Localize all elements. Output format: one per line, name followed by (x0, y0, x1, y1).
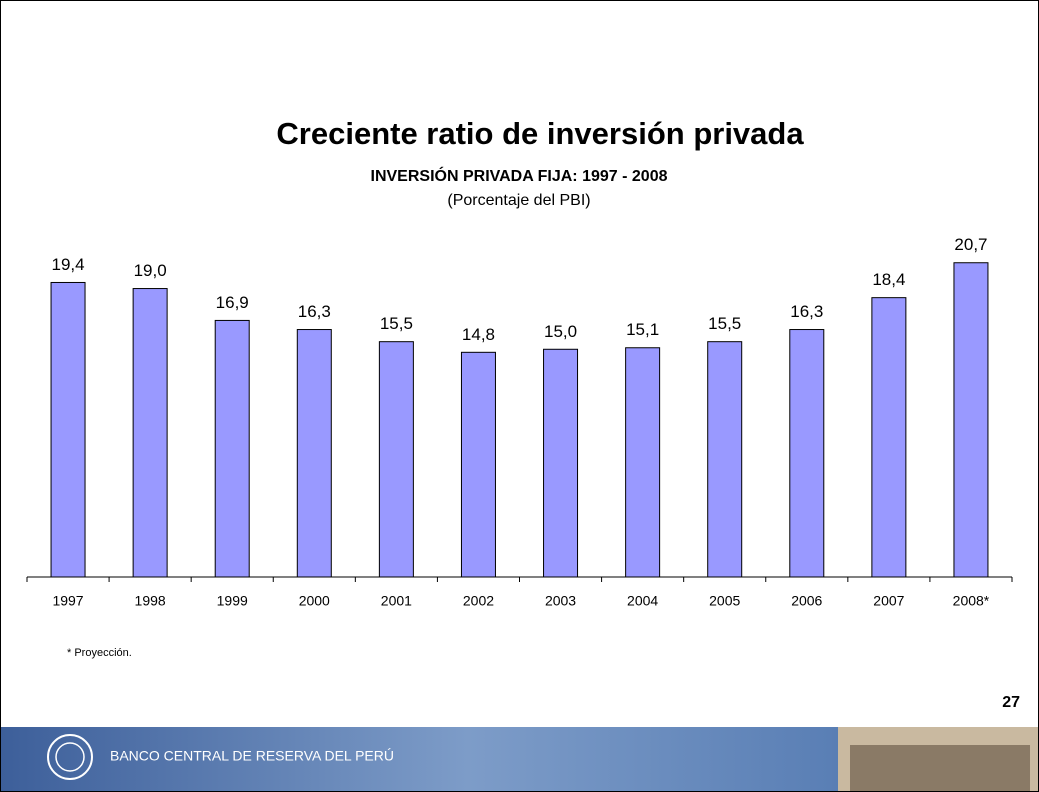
bar (953, 262, 989, 578)
chart-title: INVERSIÓN PRIVADA FIJA: 1997 - 2008 (371, 166, 668, 185)
logo (47, 734, 93, 780)
value-label: 15,5 (708, 314, 741, 333)
x-tick-label: 2008* (953, 593, 990, 609)
value-label: 14,8 (462, 325, 495, 344)
page-number: 27 (1002, 694, 1020, 711)
slide-title: Creciente ratio de inversión privada (276, 116, 804, 151)
x-tick-label: 2005 (709, 593, 740, 609)
bar (296, 329, 332, 578)
chart-subtitle: (Porcentaje del PBI) (447, 192, 590, 209)
x-tick-label: 1998 (135, 593, 166, 609)
bar (625, 347, 661, 578)
value-label: 15,5 (380, 314, 413, 333)
value-label: 16,9 (216, 293, 249, 312)
bar (378, 341, 414, 578)
bar (460, 351, 496, 578)
value-label: 18,4 (872, 270, 905, 289)
value-label: 16,3 (790, 302, 823, 321)
value-label: 20,7 (954, 235, 987, 254)
value-label: 15,1 (626, 320, 659, 339)
x-tick-label: 2007 (873, 593, 904, 609)
bar (543, 348, 579, 578)
footnote: * Proyección. (67, 647, 132, 659)
footer: BANCO CENTRAL DE RESERVA DEL PERÚ (1, 727, 1038, 791)
logo-inner (55, 742, 85, 772)
x-tick-label: 1997 (52, 593, 83, 609)
value-label: 19,4 (51, 255, 84, 274)
x-tick-label: 2006 (791, 593, 822, 609)
value-label: 15,0 (544, 322, 577, 341)
bar (50, 281, 86, 578)
bar (789, 329, 825, 578)
bar (707, 341, 743, 578)
x-tick-label: 2002 (463, 593, 494, 609)
x-tick-label: 2001 (381, 593, 412, 609)
x-tick-label: 1999 (217, 593, 248, 609)
building-facade (850, 745, 1030, 791)
x-tick-label: 2004 (627, 593, 658, 609)
x-tick-label: 2000 (299, 593, 330, 609)
value-label: 16,3 (298, 302, 331, 321)
value-label: 19,0 (134, 261, 167, 280)
bar (132, 288, 168, 578)
x-tick-label: 2003 (545, 593, 576, 609)
bar (871, 297, 907, 578)
bar (214, 319, 250, 578)
footer-text: BANCO CENTRAL DE RESERVA DEL PERÚ (110, 748, 394, 764)
